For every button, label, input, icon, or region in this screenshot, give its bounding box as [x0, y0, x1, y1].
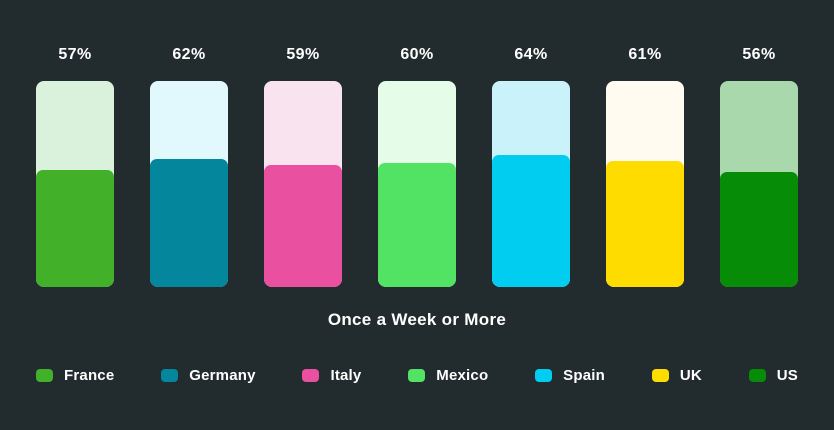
bar-track — [720, 81, 798, 287]
legend-item-france[interactable]: France — [36, 368, 114, 383]
legend-label: France — [64, 367, 115, 384]
bar-track — [606, 81, 684, 287]
bar-column-france: 57% — [36, 44, 114, 287]
bar-track — [492, 81, 570, 287]
legend: France Germany Italy Mexico Spain UK US — [0, 368, 834, 383]
bar-column-spain: 64% — [492, 44, 570, 287]
bar-value-label: 62% — [172, 46, 206, 63]
legend-label: Mexico — [436, 367, 489, 384]
legend-label: Germany — [189, 367, 256, 384]
bar-fill-mexico[interactable] — [378, 163, 456, 287]
bar-fill-germany[interactable] — [150, 159, 228, 287]
legend-swatch-icon — [748, 369, 766, 382]
bar-value-label: 59% — [286, 46, 320, 63]
legend-label: UK — [679, 367, 702, 384]
bar-value-label: 56% — [742, 46, 776, 63]
legend-swatch-icon — [408, 369, 426, 382]
bar-value-label: 64% — [514, 46, 548, 63]
legend-swatch-icon — [302, 369, 320, 382]
legend-swatch-icon — [651, 369, 669, 382]
bar-fill-spain[interactable] — [492, 155, 570, 287]
bar-fill-france[interactable] — [36, 169, 114, 287]
bar-track — [378, 81, 456, 287]
bar-fill-italy[interactable] — [264, 165, 342, 287]
bars-row: 57% 62% 59% 60% 64% 61% 56% — [36, 44, 798, 287]
bar-column-italy: 59% — [264, 44, 342, 287]
legend-label: Italy — [330, 367, 362, 384]
legend-swatch-icon — [535, 369, 553, 382]
chart-caption: Once a Week or More — [327, 310, 507, 329]
legend-item-germany[interactable]: Germany — [161, 368, 255, 383]
bar-value-label: 60% — [400, 46, 434, 63]
bar-track — [264, 81, 342, 287]
bar-fill-uk[interactable] — [606, 161, 684, 287]
bar-track — [36, 81, 114, 287]
legend-label: Spain — [563, 367, 605, 384]
legend-item-spain[interactable]: Spain — [535, 368, 605, 383]
bar-fill-us[interactable] — [720, 171, 798, 287]
bar-column-uk: 61% — [606, 44, 684, 287]
legend-item-us[interactable]: US — [748, 367, 798, 384]
legend-item-uk[interactable]: UK — [651, 367, 702, 384]
bar-value-label: 57% — [58, 46, 92, 63]
legend-swatch-icon — [161, 369, 179, 382]
legend-item-mexico[interactable]: Mexico — [408, 368, 488, 383]
bar-track — [150, 81, 228, 287]
bar-column-mexico: 60% — [378, 44, 456, 287]
legend-swatch-icon — [36, 369, 53, 382]
bar-column-germany: 62% — [150, 44, 228, 287]
legend-label: US — [776, 367, 798, 384]
bar-value-label: 61% — [628, 46, 662, 63]
bar-column-us: 56% — [720, 44, 798, 287]
legend-item-italy[interactable]: Italy — [302, 368, 361, 383]
